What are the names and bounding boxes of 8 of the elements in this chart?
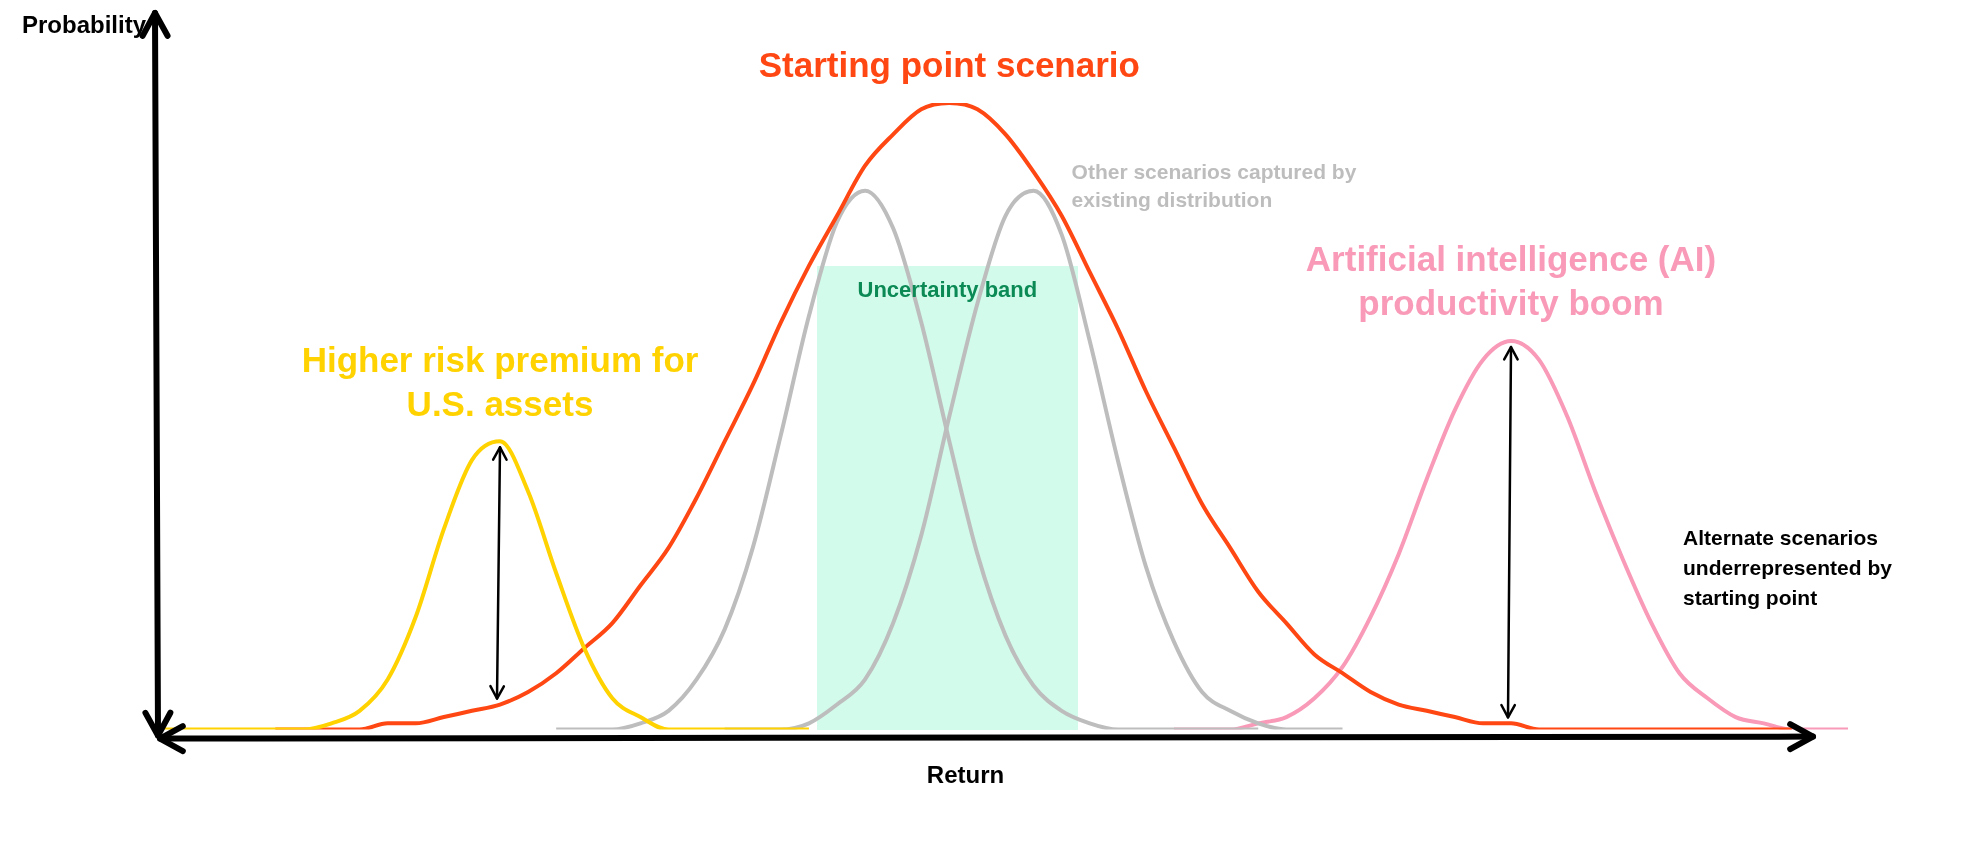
annotation: Alternate scenarios underrepresented by starting point (1683, 526, 1893, 610)
y-axis-title: Probability (22, 10, 147, 38)
series-label: Starting point scenario (758, 45, 1140, 85)
series-label: Other scenarios captured by existing distribution (1071, 160, 1357, 212)
series-label: Higher risk premium for U.S. assets (301, 339, 699, 423)
series-label: Artificial intelligence (AI) productivity boom (1305, 239, 1717, 323)
annotation: Uncertainty band (857, 276, 1038, 302)
x-axis-title: Return (926, 761, 1005, 789)
